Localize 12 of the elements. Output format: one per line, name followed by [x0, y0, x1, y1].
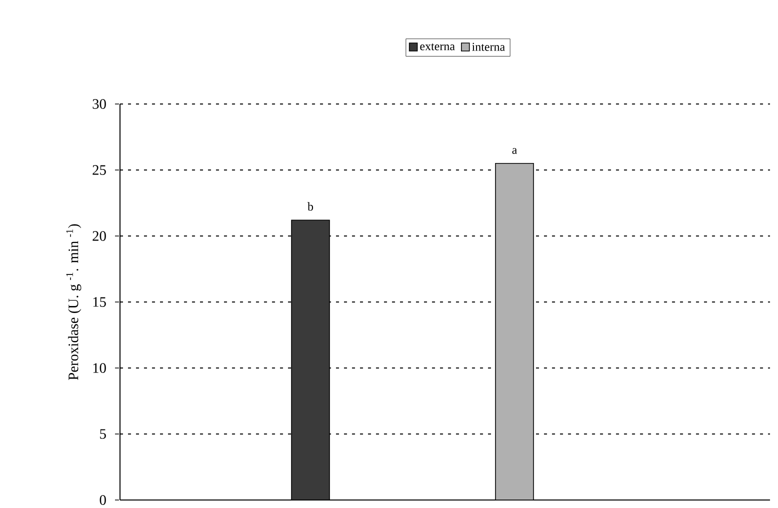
legend-label: externa — [420, 43, 455, 50]
legend-label: interna — [472, 42, 505, 51]
annotation: b — [308, 202, 314, 211]
y-tick-label: 25 — [92, 165, 106, 175]
y-tick-label: 15 — [93, 297, 106, 307]
y-tick-label: 0 — [100, 495, 106, 505]
y-axis-title: Peroxidase (U. g $^{-1}$. min $^{-1}$) — [66, 224, 82, 380]
y-tick-label: 30 — [92, 99, 106, 109]
y-tick-label: 5 — [100, 429, 106, 439]
annotation: a — [512, 148, 518, 154]
y-tick-label: 20 — [92, 231, 106, 241]
y-tick-label: 10 — [93, 363, 106, 373]
